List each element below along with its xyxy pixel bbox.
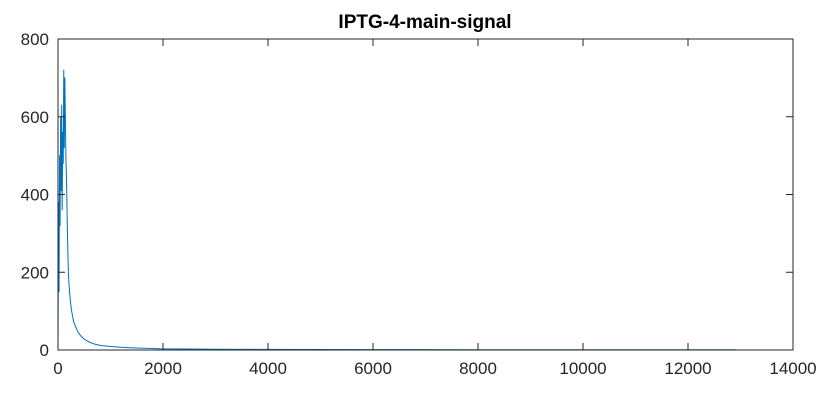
plot-area: [57, 69, 736, 351]
chart-title: IPTG-4-main-signal: [338, 12, 511, 33]
series-line-0: [57, 69, 736, 351]
y-tick-label: 0: [40, 341, 49, 360]
y-tick-label: 200: [21, 263, 49, 282]
x-tick-label: 0: [53, 359, 62, 378]
y-tick-label: 400: [21, 186, 49, 205]
axes-box: [57, 38, 794, 351]
y-tick-label: 800: [21, 30, 49, 49]
x-tick-label: 6000: [354, 359, 392, 378]
x-tick-label: 12000: [664, 359, 711, 378]
y-tick-label: 600: [21, 108, 49, 127]
axes: 0 2000 4000 6000 8000 10000 12000 14000 0 200 400 6…: [21, 30, 817, 378]
x-tick-label: 14000: [769, 359, 816, 378]
x-tick-label: 10000: [559, 359, 606, 378]
x-tick-label: 2000: [144, 359, 182, 378]
x-tick-label: 8000: [459, 359, 497, 378]
x-tick-label: 4000: [249, 359, 287, 378]
